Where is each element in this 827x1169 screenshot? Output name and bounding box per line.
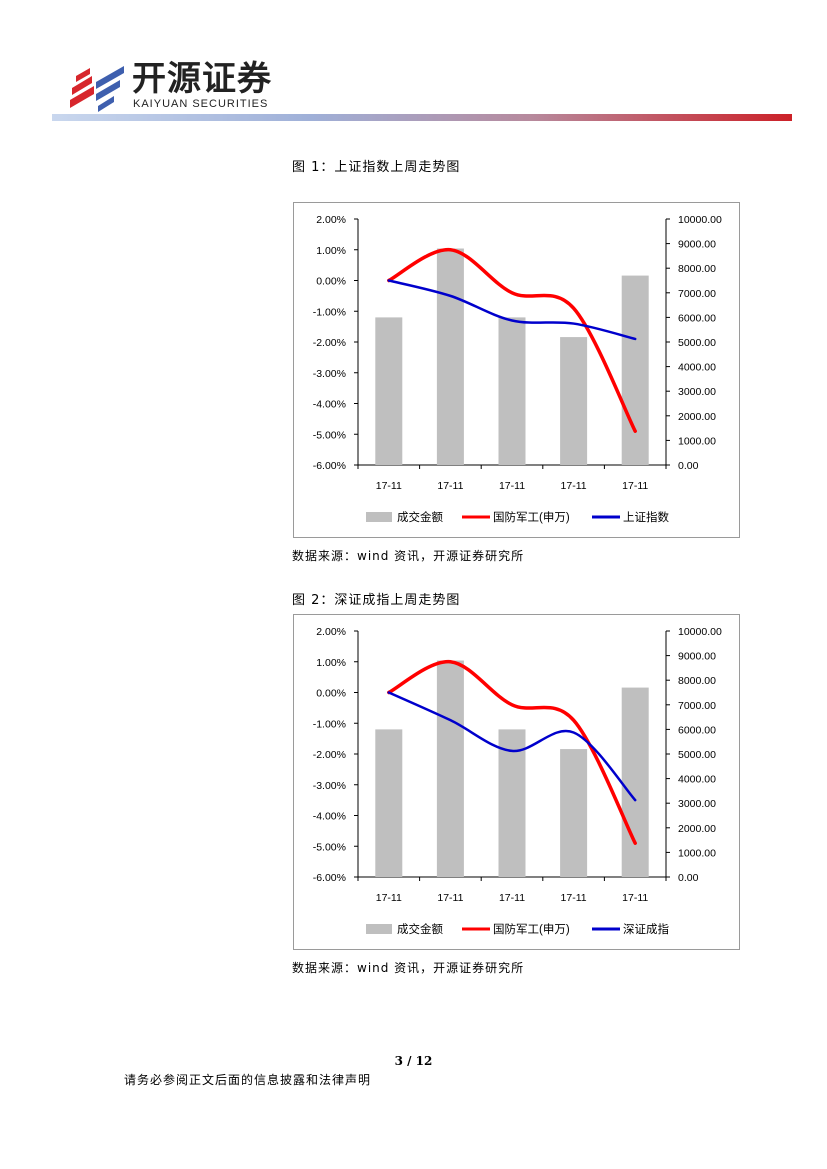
right-tick-label: 1000.00 [678, 435, 716, 447]
series-line [387, 247, 637, 433]
left-tick-label: -5.00% [313, 429, 346, 441]
figure-1-chart: 2.00% 1.00% 0.00% -1.00% -2.00% -3.00% -4.00% -… [313, 214, 722, 524]
legend-label: 成交金额 [397, 922, 443, 936]
brand-name-en: KAIYUAN SECURITIES [133, 98, 269, 110]
left-tick-label: -2.00% [313, 749, 346, 761]
x-tick-label: 17-11 [622, 480, 648, 492]
figure-2-title: 图 2：深证成指上周走势图 [292, 593, 461, 608]
legend-label: 上证指数 [623, 510, 669, 524]
right-tick-label: 4000.00 [678, 362, 716, 374]
right-tick-label: 1000.00 [678, 847, 716, 859]
x-tick-label: 17-11 [499, 892, 525, 904]
figure-2-source: 数据来源：wind 资讯，开源证券研究所 [292, 961, 525, 975]
left-tick-label: 0.00% [316, 276, 346, 288]
left-tick-label: -1.00% [313, 718, 346, 730]
left-tick-label: 2.00% [316, 626, 346, 638]
left-tick-label: -6.00% [313, 460, 346, 472]
legend-swatch-bar [366, 512, 392, 522]
series-line [387, 691, 637, 802]
right-tick-label: 7000.00 [678, 288, 716, 300]
x-tick-label: 17-11 [622, 892, 648, 904]
bar-volume [375, 317, 403, 465]
brand-name-cn: 开源证券 [132, 59, 272, 99]
legend-label: 国防军工(申万) [493, 510, 570, 524]
bar-volume [560, 749, 588, 877]
right-tick-label: 2000.00 [678, 411, 716, 423]
figure-1-title: 图 1：上证指数上周走势图 [292, 160, 461, 175]
left-tick-label: 0.00% [316, 688, 346, 700]
right-tick-label: 9000.00 [678, 239, 716, 251]
x-tick-label: 17-11 [561, 480, 587, 492]
left-tick-label: -3.00% [313, 780, 346, 792]
bar-volume [560, 337, 588, 465]
page-number: 3 / 12 [394, 1054, 433, 1068]
figure-2-chart-frame: 2.00% 1.00% 0.00% -1.00% -2.00% -3.00% -4.00% -… [293, 614, 740, 950]
x-tick-label: 17-11 [376, 892, 402, 904]
left-tick-label: 1.00% [316, 657, 346, 669]
right-tick-label: 6000.00 [678, 724, 716, 736]
right-tick-label: 2000.00 [678, 823, 716, 835]
bar-volume [375, 729, 403, 877]
right-tick-label: 5000.00 [678, 337, 716, 349]
kaiyuan-logo-icon [70, 66, 124, 112]
x-tick-label: 17-11 [499, 480, 525, 492]
bar-volume [436, 660, 464, 877]
x-tick-label: 17-11 [437, 892, 463, 904]
bar-volume [621, 275, 649, 465]
bar-volume [436, 248, 464, 465]
right-tick-label: 5000.00 [678, 749, 716, 761]
legend-swatch-bar [366, 924, 392, 934]
figure-2-chart: 2.00% 1.00% 0.00% -1.00% -2.00% -3.00% -4.00% -… [313, 626, 722, 936]
series-line [387, 279, 637, 341]
left-tick-label: -4.00% [313, 399, 346, 411]
series-line [387, 659, 637, 845]
x-tick-label: 17-11 [437, 480, 463, 492]
left-tick-label: -4.00% [313, 811, 346, 823]
right-tick-label: 4000.00 [678, 774, 716, 786]
legend-label: 深证成指 [623, 922, 669, 936]
bar-volume [498, 317, 526, 465]
left-tick-label: -1.00% [313, 306, 346, 318]
legend-label: 成交金额 [397, 510, 443, 524]
header-gradient-bar [52, 114, 792, 121]
bar-volume [498, 729, 526, 877]
right-tick-label: 3000.00 [678, 386, 716, 398]
figure-1-source: 数据来源：wind 资讯，开源证券研究所 [292, 549, 525, 563]
right-tick-label: 3000.00 [678, 798, 716, 810]
footer-disclaimer: 请务必参阅正文后面的信息披露和法律声明 [124, 1073, 372, 1087]
right-tick-label: 6000.00 [678, 312, 716, 324]
left-tick-label: 1.00% [316, 245, 346, 257]
right-tick-label: 0.00 [678, 460, 699, 472]
left-tick-label: 2.00% [316, 214, 346, 226]
right-tick-label: 10000.00 [678, 626, 722, 638]
bar-volume [621, 687, 649, 877]
legend-label: 国防军工(申万) [493, 922, 570, 936]
x-tick-label: 17-11 [561, 892, 587, 904]
right-tick-label: 8000.00 [678, 263, 716, 275]
left-tick-label: -2.00% [313, 337, 346, 349]
left-tick-label: -5.00% [313, 841, 346, 853]
left-tick-label: -6.00% [313, 872, 346, 884]
right-tick-label: 7000.00 [678, 700, 716, 712]
x-tick-label: 17-11 [376, 480, 402, 492]
right-tick-label: 8000.00 [678, 675, 716, 687]
right-tick-label: 0.00 [678, 872, 699, 884]
right-tick-label: 10000.00 [678, 214, 722, 226]
figure-1-chart-frame: 2.00% 1.00% 0.00% -1.00% -2.00% -3.00% -4.00% -… [293, 202, 740, 538]
right-tick-label: 9000.00 [678, 651, 716, 663]
left-tick-label: -3.00% [313, 368, 346, 380]
